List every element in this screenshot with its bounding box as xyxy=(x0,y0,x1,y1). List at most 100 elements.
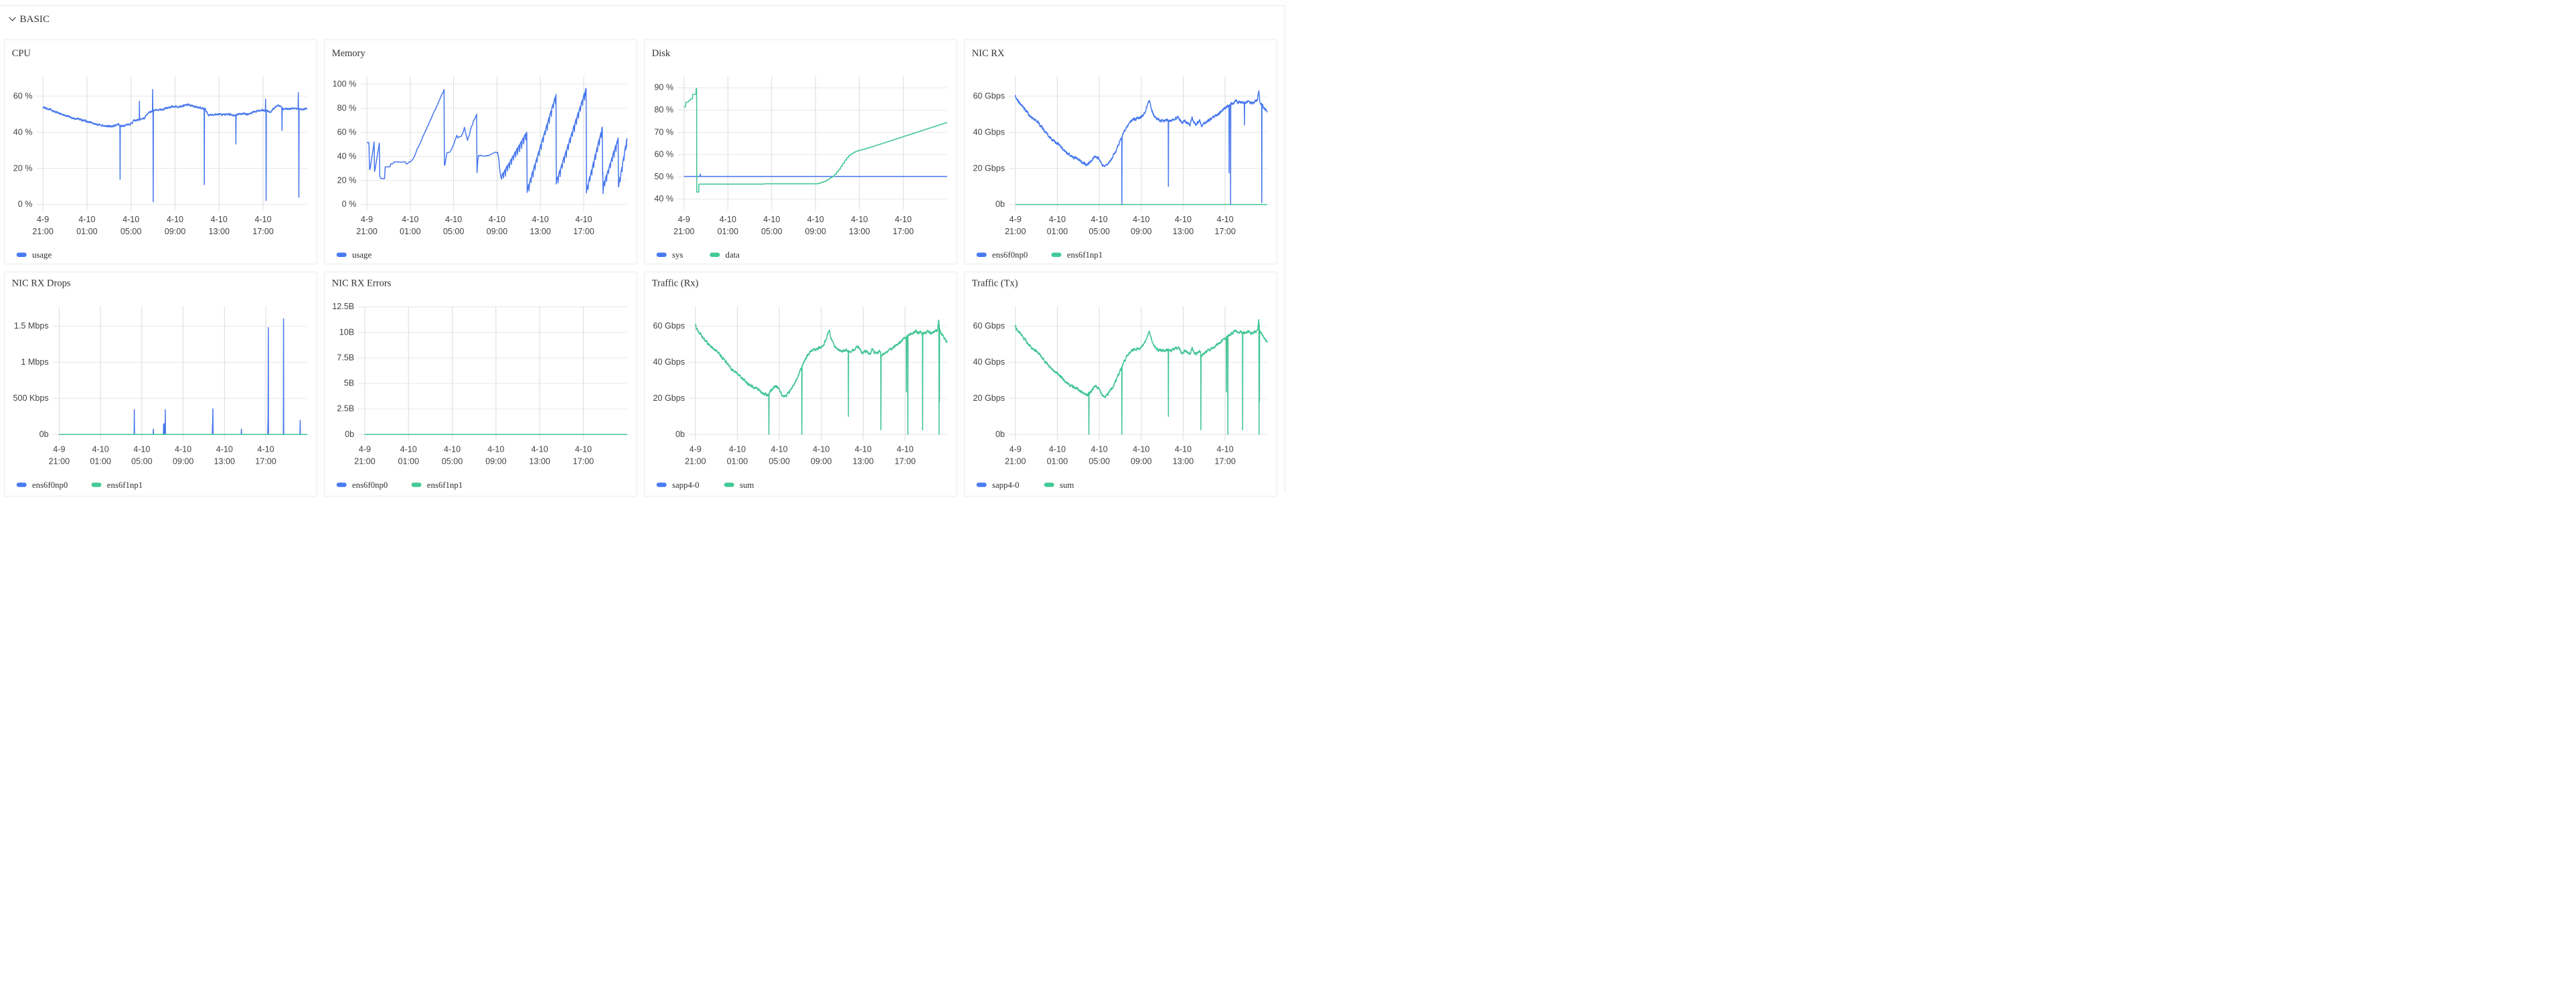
svg-text:20 %: 20 % xyxy=(13,163,33,173)
svg-text:05:00: 05:00 xyxy=(1089,227,1111,236)
svg-text:05:00: 05:00 xyxy=(761,227,783,236)
svg-text:4-10: 4-10 xyxy=(123,215,139,224)
svg-text:17:00: 17:00 xyxy=(1215,227,1236,236)
svg-text:4-10: 4-10 xyxy=(444,444,461,454)
svg-text:01:00: 01:00 xyxy=(398,456,420,466)
svg-text:ens6f1np1: ens6f1np1 xyxy=(107,480,143,489)
svg-text:4-10: 4-10 xyxy=(851,215,868,224)
svg-text:17:00: 17:00 xyxy=(893,227,914,236)
svg-text:4-10: 4-10 xyxy=(1175,444,1192,454)
svg-text:ens6f0np0: ens6f0np0 xyxy=(352,480,388,489)
svg-text:01:00: 01:00 xyxy=(400,227,421,236)
svg-text:500 Kbps: 500 Kbps xyxy=(13,393,49,402)
svg-text:40 Gbps: 40 Gbps xyxy=(973,357,1005,367)
svg-text:01:00: 01:00 xyxy=(90,456,112,466)
svg-text:4-10: 4-10 xyxy=(895,215,912,224)
svg-text:4-10: 4-10 xyxy=(489,215,505,224)
svg-text:ens6f0np0: ens6f0np0 xyxy=(992,250,1028,260)
svg-text:17:00: 17:00 xyxy=(573,227,594,236)
svg-text:17:00: 17:00 xyxy=(895,456,916,466)
svg-text:13:00: 13:00 xyxy=(530,227,552,236)
svg-text:13:00: 13:00 xyxy=(1173,227,1194,236)
svg-text:ens6f1np1: ens6f1np1 xyxy=(1067,250,1103,260)
svg-text:60 Gbps: 60 Gbps xyxy=(653,321,686,331)
svg-text:21:00: 21:00 xyxy=(354,456,376,466)
svg-text:01:00: 01:00 xyxy=(1047,227,1068,236)
svg-text:21:00: 21:00 xyxy=(49,456,70,466)
svg-text:sapp4-0: sapp4-0 xyxy=(992,480,1020,489)
svg-text:sum: sum xyxy=(740,480,754,489)
svg-text:4-9: 4-9 xyxy=(37,215,49,224)
svg-text:60 %: 60 % xyxy=(655,149,674,159)
svg-text:13:00: 13:00 xyxy=(530,456,551,466)
svg-text:09:00: 09:00 xyxy=(173,456,194,466)
svg-text:01:00: 01:00 xyxy=(76,227,98,236)
svg-text:12.5B: 12.5B xyxy=(333,302,355,311)
svg-text:4-10: 4-10 xyxy=(1091,215,1108,224)
svg-text:4-10: 4-10 xyxy=(807,215,824,224)
svg-text:4-10: 4-10 xyxy=(771,444,788,454)
svg-text:4-10: 4-10 xyxy=(1175,215,1192,224)
svg-text:0 %: 0 % xyxy=(342,199,357,209)
svg-text:Memory: Memory xyxy=(332,48,366,59)
svg-text:4-10: 4-10 xyxy=(167,215,183,224)
svg-text:10B: 10B xyxy=(339,327,354,337)
svg-text:4-10: 4-10 xyxy=(897,444,914,454)
svg-text:05:00: 05:00 xyxy=(1089,456,1111,466)
svg-text:0 %: 0 % xyxy=(18,199,33,209)
svg-text:21:00: 21:00 xyxy=(356,227,378,236)
svg-text:0b: 0b xyxy=(995,199,1005,209)
svg-text:ens6f0np0: ens6f0np0 xyxy=(32,480,68,489)
svg-text:4-9: 4-9 xyxy=(361,215,373,224)
svg-text:60 Gbps: 60 Gbps xyxy=(973,321,1005,331)
svg-text:4-10: 4-10 xyxy=(729,444,746,454)
svg-text:4-10: 4-10 xyxy=(813,444,829,454)
svg-text:usage: usage xyxy=(32,250,52,260)
svg-text:Traffic (Rx): Traffic (Rx) xyxy=(652,278,699,288)
svg-text:CPU: CPU xyxy=(12,48,31,59)
svg-text:4-10: 4-10 xyxy=(92,444,109,454)
svg-text:60 %: 60 % xyxy=(13,91,33,100)
svg-text:05:00: 05:00 xyxy=(120,227,142,236)
svg-text:4-10: 4-10 xyxy=(175,444,191,454)
svg-text:05:00: 05:00 xyxy=(442,456,463,466)
svg-text:100 %: 100 % xyxy=(333,79,357,88)
svg-text:20 %: 20 % xyxy=(337,175,357,185)
svg-text:4-10: 4-10 xyxy=(133,444,150,454)
svg-text:09:00: 09:00 xyxy=(485,456,507,466)
svg-text:70 %: 70 % xyxy=(655,127,674,137)
svg-text:4-10: 4-10 xyxy=(1217,215,1234,224)
svg-text:09:00: 09:00 xyxy=(1131,456,1152,466)
svg-text:09:00: 09:00 xyxy=(487,227,508,236)
svg-text:4-10: 4-10 xyxy=(576,215,592,224)
svg-text:17:00: 17:00 xyxy=(1215,456,1236,466)
svg-text:NIC RX Errors: NIC RX Errors xyxy=(332,278,392,288)
svg-text:4-9: 4-9 xyxy=(359,444,371,454)
svg-text:80 %: 80 % xyxy=(337,103,357,112)
svg-text:Disk: Disk xyxy=(652,48,671,59)
svg-text:4-9: 4-9 xyxy=(1010,215,1022,224)
svg-text:4-10: 4-10 xyxy=(763,215,780,224)
svg-text:17:00: 17:00 xyxy=(573,456,594,466)
svg-text:data: data xyxy=(726,250,740,260)
svg-text:21:00: 21:00 xyxy=(1005,227,1026,236)
svg-text:4-10: 4-10 xyxy=(487,444,504,454)
svg-text:13:00: 13:00 xyxy=(853,456,874,466)
svg-text:4-10: 4-10 xyxy=(211,215,228,224)
svg-text:NIC RX Drops: NIC RX Drops xyxy=(12,278,71,288)
svg-text:05:00: 05:00 xyxy=(443,227,465,236)
svg-text:17:00: 17:00 xyxy=(256,456,277,466)
svg-text:NIC RX: NIC RX xyxy=(972,48,1005,59)
svg-text:0b: 0b xyxy=(39,429,49,438)
svg-text:05:00: 05:00 xyxy=(769,456,791,466)
svg-text:4-10: 4-10 xyxy=(1133,444,1149,454)
svg-text:4-10: 4-10 xyxy=(1133,215,1149,224)
svg-text:40 %: 40 % xyxy=(13,127,33,137)
svg-text:01:00: 01:00 xyxy=(1047,456,1068,466)
svg-text:2.5B: 2.5B xyxy=(337,404,355,413)
svg-text:40 Gbps: 40 Gbps xyxy=(653,357,686,367)
svg-text:40 Gbps: 40 Gbps xyxy=(973,127,1005,137)
svg-text:4-10: 4-10 xyxy=(216,444,233,454)
svg-text:13:00: 13:00 xyxy=(849,227,870,236)
svg-text:09:00: 09:00 xyxy=(1131,227,1152,236)
